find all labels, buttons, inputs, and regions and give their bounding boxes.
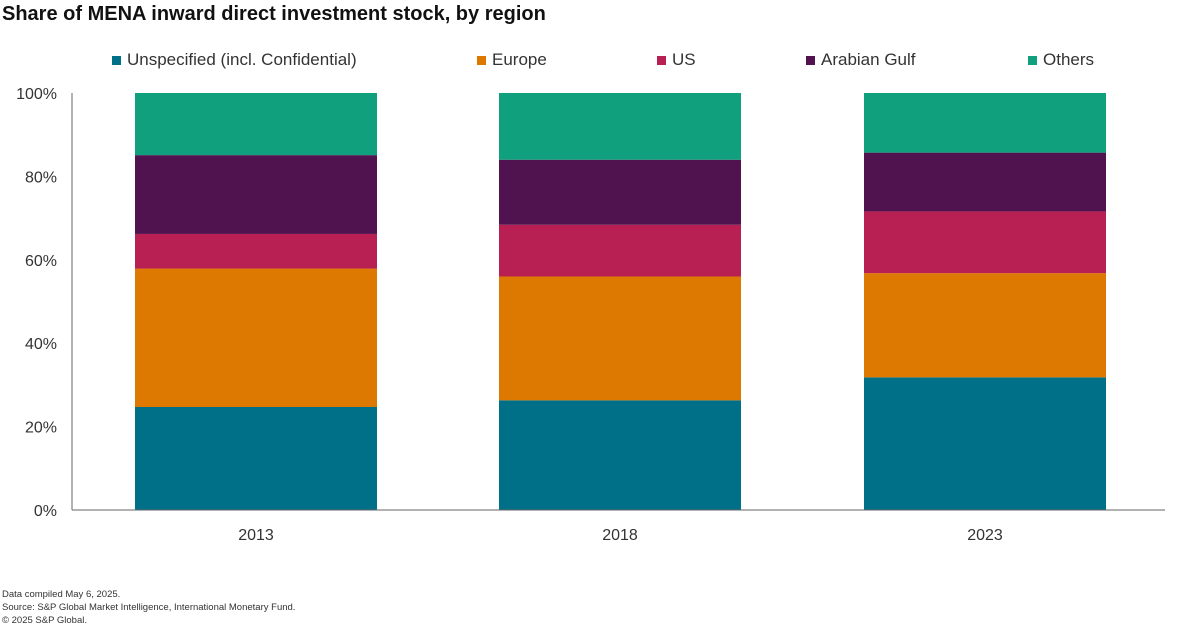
bar-segment-2023-others [864,93,1106,153]
chart-title: Share of MENA inward direct investment s… [2,3,546,25]
bar-segment-2023-unspecified-incl-confidential [864,377,1106,510]
bar-segment-2018-us [499,224,741,277]
y-tick-label-100pct: 100% [16,86,57,103]
x-tick-label-2018: 2018 [602,527,638,544]
bar-segment-2018-others [499,93,741,160]
bar-segment-2018-arabian-gulf [499,159,741,225]
y-tick-label-80pct: 80% [25,169,57,186]
bar-segment-2013-unspecified-incl-confidential [135,407,377,510]
chart-footer: Data compiled May 6, 2025. Source: S&P G… [2,588,295,627]
bar-segment-2023-arabian-gulf [864,152,1106,212]
y-tick-label-40pct: 40% [25,336,57,353]
bar-segment-2018-unspecified-incl-confidential [499,400,741,510]
bar-segment-2023-europe [864,273,1106,378]
x-tick-label-2013: 2013 [238,527,274,544]
legend-item-arabian-gulf: Arabian Gulf [806,50,916,70]
legend-item-unspecified: Unspecified (incl. Confidential) [112,50,357,70]
bar-segment-2018-europe [499,276,741,401]
legend-swatch-us [657,55,666,65]
bar-segment-2013-europe [135,268,377,408]
legend-item-others: Others [1028,50,1094,70]
x-tick-label-2023: 2023 [967,527,1003,544]
y-tick-label-20pct: 20% [25,420,57,437]
bar-segment-2013-others [135,93,377,156]
legend-item-us: US [657,50,696,70]
footer-compiled-date: Data compiled May 6, 2025. [2,589,121,600]
bar-segment-2013-us [135,233,377,269]
legend-label-arabian-gulf: Arabian Gulf [821,50,916,69]
footer-source: Source: S&P Global Market Intelligence, … [2,602,296,613]
legend-label-europe: Europe [492,50,547,69]
legend-item-europe: Europe [477,50,547,70]
legend-label-us: US [672,50,696,69]
legend-swatch-arabian-gulf [806,55,815,65]
y-tick-label-0pct: 0% [34,503,57,520]
y-tick-label-60pct: 60% [25,253,57,270]
legend-swatch-others [1028,55,1037,65]
chart-legend: Unspecified (incl. Confidential) Europe … [0,50,1200,72]
legend-swatch-europe [477,55,486,65]
footer-copyright: © 2025 S&P Global. [2,615,87,626]
bar-segment-2013-arabian-gulf [135,155,377,234]
legend-label-unspecified: Unspecified (incl. Confidential) [127,50,357,69]
legend-swatch-unspecified [112,55,121,65]
bar-segment-2023-us [864,211,1106,274]
legend-label-others: Others [1043,50,1095,69]
